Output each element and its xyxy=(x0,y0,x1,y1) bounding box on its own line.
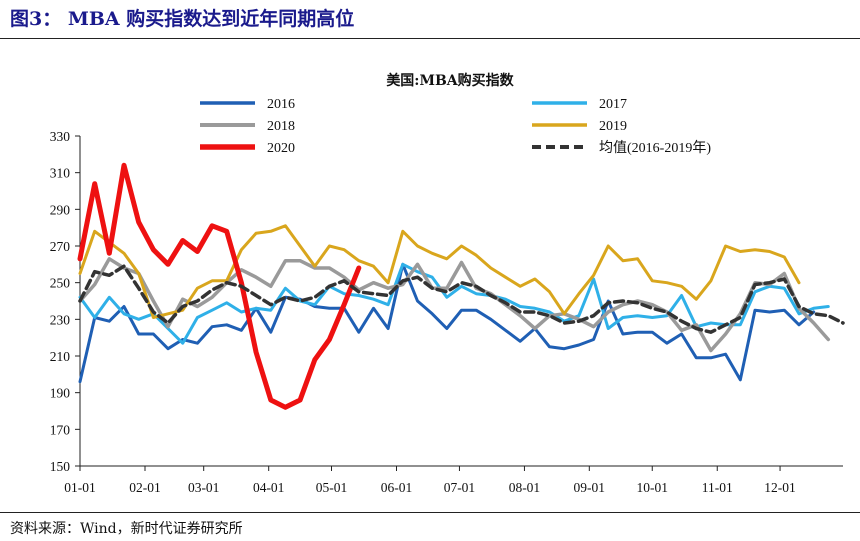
y-tick-label: 190 xyxy=(50,386,71,401)
line-chart: 美国:MBA购买指数 2016 2017 2018 2019 2020 均值(2016-2… xyxy=(50,72,845,495)
series-line-均值(2016-2019年) xyxy=(78,264,845,334)
x-tick-label: 09-01 xyxy=(574,480,606,495)
legend-label-2020: 2020 xyxy=(267,141,295,156)
y-tick-label: 250 xyxy=(50,276,71,291)
legend: 2016 2017 2018 2019 2020 均值(2016-2019年) xyxy=(200,97,711,156)
y-tick-label: 150 xyxy=(50,459,71,474)
x-tick-label: 06-01 xyxy=(381,480,413,495)
legend-label-均值(2016-2019年): 均值(2016-2019年) xyxy=(599,140,711,156)
source-rule xyxy=(0,512,860,513)
x-tick-label: 12-01 xyxy=(764,480,796,495)
y-tick-label: 330 xyxy=(50,129,71,144)
x-tick-label: 10-01 xyxy=(637,480,669,495)
y-tick-label: 290 xyxy=(50,202,71,217)
axes: 150 170 190 210 230 250 270 290 310 330 01-01 02-01… xyxy=(50,129,843,495)
legend-label-2017: 2017 xyxy=(599,97,627,112)
y-tick-label: 210 xyxy=(50,349,71,364)
series-line-2019 xyxy=(78,224,801,319)
title-rule xyxy=(0,38,860,39)
y-tick-label: 270 xyxy=(50,239,71,254)
legend-label-2019: 2019 xyxy=(599,119,627,134)
x-tick-label: 01-01 xyxy=(64,480,96,495)
series-line-2016 xyxy=(78,262,816,384)
legend-label-2018: 2018 xyxy=(267,119,295,134)
series-layer xyxy=(77,162,845,410)
legend-label-2016: 2016 xyxy=(267,97,295,112)
series-line-2020 xyxy=(77,162,362,410)
source-note: 资料来源：Wind，新时代证券研究所 xyxy=(10,521,243,537)
x-tick-label: 02-01 xyxy=(129,480,161,495)
series-line-2017 xyxy=(78,262,830,345)
y-tick-label: 170 xyxy=(50,422,71,437)
x-tick-label: 11-01 xyxy=(702,480,733,495)
series-line-2018 xyxy=(78,257,831,353)
x-tick-label: 04-01 xyxy=(253,480,285,495)
y-tick-label: 230 xyxy=(50,312,71,327)
y-tick-label: 310 xyxy=(50,166,71,181)
figure-title: 图3： MBA 购买指数达到近年同期高位 xyxy=(10,8,355,30)
chart-title: 美国:MBA购买指数 xyxy=(386,72,514,89)
x-tick-label: 05-01 xyxy=(316,480,348,495)
x-tick-label: 08-01 xyxy=(509,480,541,495)
x-tick-label: 03-01 xyxy=(188,480,220,495)
x-tick-label: 07-01 xyxy=(444,480,476,495)
